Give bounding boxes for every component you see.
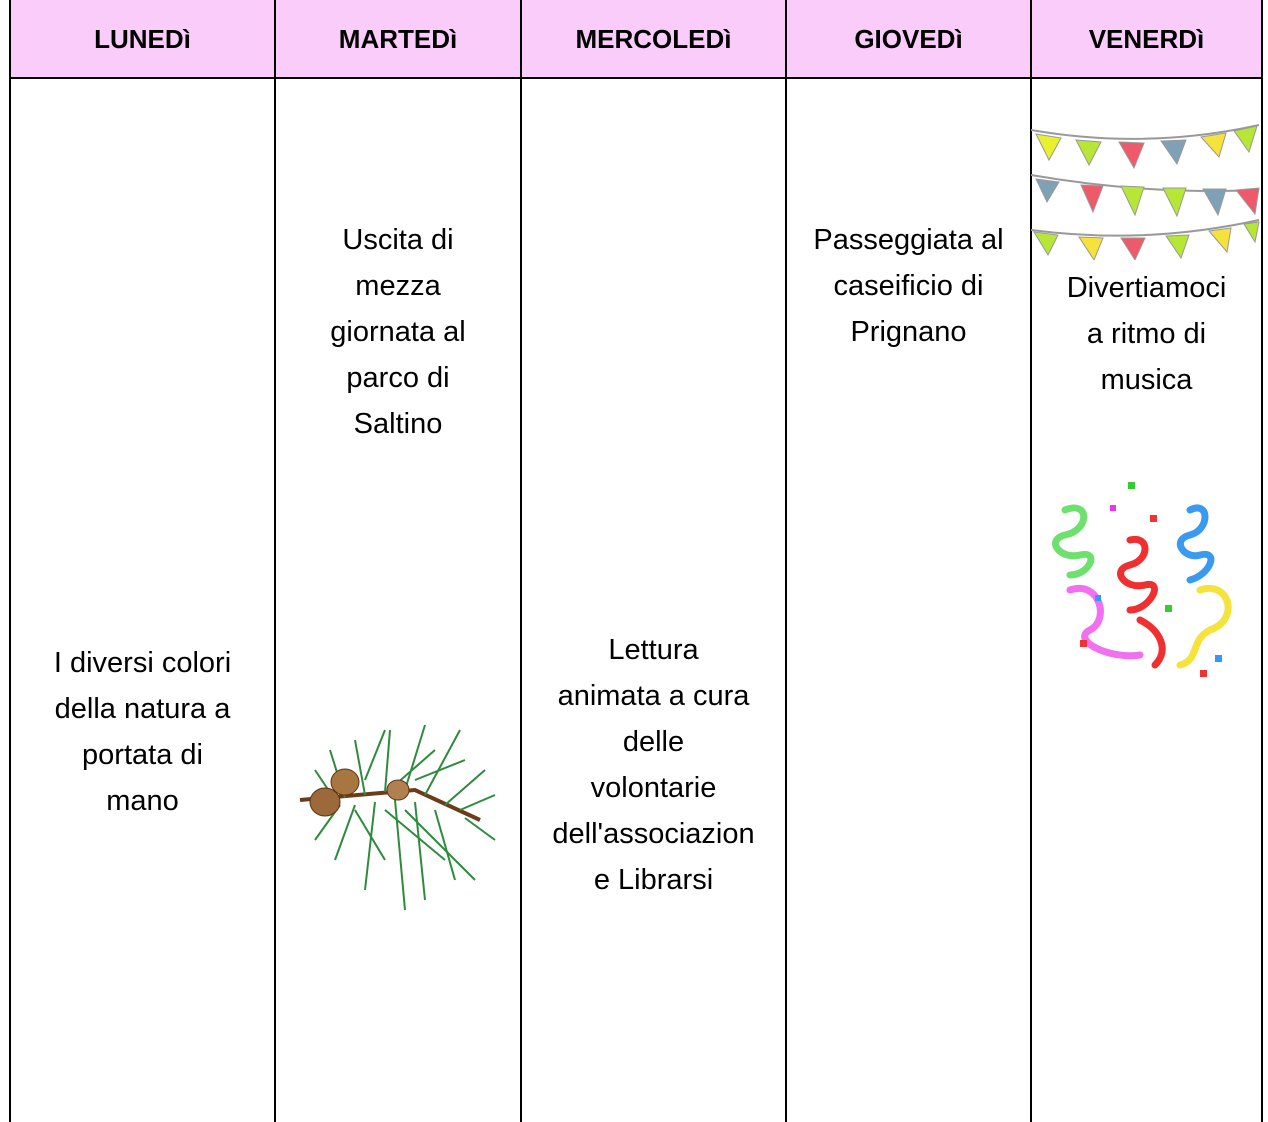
header-cell: GIOVEDì [786, 0, 1031, 78]
column-rule [274, 0, 276, 1122]
cell-text: Divertiamoci a ritmo di musica [1031, 265, 1262, 403]
text-line: Passeggiata al [813, 224, 1004, 256]
column-rule [520, 0, 522, 1122]
confetti [1052, 482, 1232, 677]
text-line: della natura a [54, 693, 231, 725]
text-line: parco di [346, 362, 450, 394]
text-line: Divertiamoci [1066, 272, 1227, 304]
text-line: mano [106, 785, 179, 817]
text-line: mezza [355, 270, 441, 302]
text-line: portata di [82, 739, 203, 771]
column-rule [9, 0, 11, 1122]
text-line: giornata al [330, 316, 466, 348]
column-rule [785, 0, 787, 1122]
header-rule [10, 77, 1262, 79]
header-cell: LUNEDì [10, 0, 275, 78]
column-rule [1030, 0, 1032, 1122]
header-cell: MARTEDì [275, 0, 521, 78]
text-line: musica [1100, 364, 1193, 396]
column-rule [1261, 0, 1263, 1122]
text-line: volontarie [590, 772, 717, 804]
bunting [1031, 124, 1260, 260]
text-line: caseificio di [833, 270, 984, 302]
cell-text: Lettura animata a cura delle volontarie dell… [521, 627, 786, 903]
header-cell: VENERDì [1031, 0, 1262, 78]
cell-text: Uscita di mezza giornata al parco di Saltino [275, 217, 521, 447]
pine-branch [299, 724, 496, 911]
text-line: animata a cura [557, 680, 750, 712]
text-line: e Librarsi [593, 864, 714, 896]
text-line: Lettura [608, 634, 699, 666]
cell-text: I diversi colori della natura a portata di… [10, 640, 275, 824]
text-line: Saltino [353, 408, 443, 440]
text-line: a ritmo di [1086, 318, 1207, 350]
header-cell: MERCOLEDì [521, 0, 786, 78]
text-line: I diversi colori [53, 647, 232, 679]
text-line: delle [622, 726, 685, 758]
cell-text: Passeggiata al caseificio di Prignano [786, 217, 1031, 355]
text-line: Uscita di [342, 224, 454, 256]
text-line: dell'associazion [552, 818, 755, 850]
text-line: Prignano [850, 316, 967, 348]
